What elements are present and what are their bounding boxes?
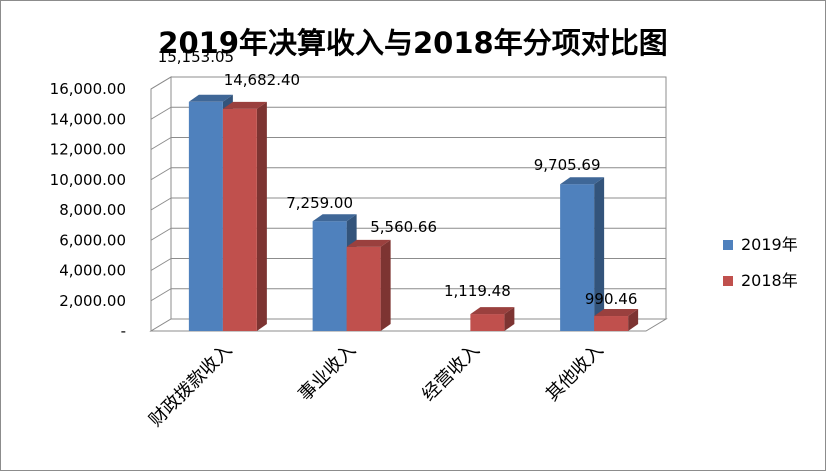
bar <box>470 307 515 331</box>
legend-swatch <box>723 240 733 250</box>
data-label: 7,259.00 <box>286 194 353 212</box>
bar-side <box>594 177 605 331</box>
bar <box>594 309 639 331</box>
y-tick-label: - <box>121 322 126 340</box>
bar-front <box>222 108 257 331</box>
bar-top <box>560 177 605 185</box>
bars <box>188 94 639 331</box>
y-axis-ticks: - 2,000.00 4,000.00 6,000.00 8,000.00 10,000.… <box>50 80 126 340</box>
y-tick-label: 16,000.00 <box>50 80 126 98</box>
bar-front <box>312 221 347 331</box>
grid-line <box>150 167 172 181</box>
bar-front <box>560 184 595 331</box>
legend-label: 2019年 <box>741 235 798 254</box>
bar-front <box>594 316 629 331</box>
bar-side <box>256 101 267 331</box>
grid-line <box>150 227 172 241</box>
bar <box>222 101 267 331</box>
bar-side <box>380 239 391 331</box>
grid-line <box>150 137 172 150</box>
grid-line <box>150 197 172 211</box>
bar-top <box>312 214 357 222</box>
legend-swatch <box>723 276 733 286</box>
legend: 2019年 2018年 <box>723 235 798 290</box>
y-tick-label: 2,000.00 <box>59 292 126 310</box>
chart-title: 2019年决算收入与2018年分项对比图 <box>158 26 667 60</box>
category-label: 其他收入 <box>542 340 608 406</box>
data-label: 14,682.40 <box>224 71 300 89</box>
bar <box>560 177 605 331</box>
data-label: 9,705.69 <box>534 156 601 174</box>
bar-side <box>504 307 515 331</box>
bar-top <box>346 239 391 247</box>
bar-top <box>222 101 267 109</box>
grid-line <box>150 106 172 120</box>
y-tick-label: 6,000.00 <box>59 231 126 249</box>
bar-front <box>346 246 381 331</box>
y-tick-label: 12,000.00 <box>50 141 126 159</box>
data-label: 990.46 <box>585 290 638 308</box>
data-label: 5,560.66 <box>370 218 437 236</box>
y-tick-label: 10,000.00 <box>50 171 126 189</box>
y-tick-label: 14,000.00 <box>50 110 126 128</box>
category-label: 事业收入 <box>294 340 360 406</box>
bar-top <box>594 309 639 317</box>
data-label: 1,119.48 <box>444 282 511 300</box>
grid-line <box>150 76 172 90</box>
grid-line <box>150 258 172 271</box>
legend-label: 2018年 <box>741 271 798 290</box>
data-labels: 15,153.05 14,682.40 7,259.00 5,560.66 1,119.… <box>158 48 638 308</box>
category-label: 经营收入 <box>418 340 484 406</box>
bar-front <box>470 314 505 331</box>
grid-line <box>150 288 172 302</box>
bar-top <box>188 94 233 102</box>
category-labels: 财政拨款收入 事业收入 经营收入 其他收入 <box>145 340 607 431</box>
category-label: 财政拨款收入 <box>145 340 236 431</box>
bar <box>346 239 391 331</box>
data-label: 15,153.05 <box>158 48 234 66</box>
y-tick-label: 8,000.00 <box>59 201 126 219</box>
bar-top <box>470 307 515 315</box>
bar-side <box>628 309 639 331</box>
bar-front <box>188 101 223 331</box>
y-tick-label: 4,000.00 <box>59 262 126 280</box>
